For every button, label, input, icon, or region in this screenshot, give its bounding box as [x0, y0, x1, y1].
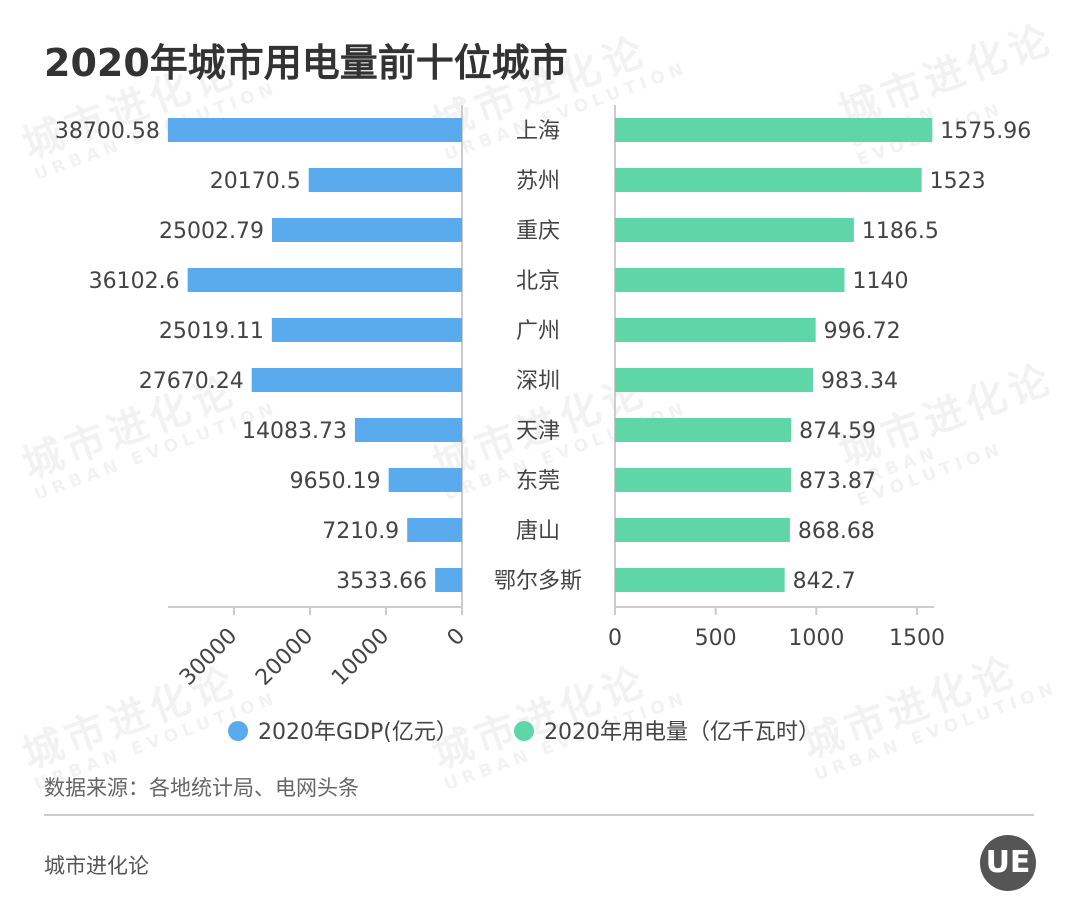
gdp-value-label: 3533.66: [336, 569, 427, 594]
legend-label: 2020年用电量（亿千瓦时）: [544, 720, 820, 745]
gdp-value-label: 36102.6: [89, 269, 180, 294]
city-label: 北京: [516, 269, 560, 294]
electricity-bar: [615, 368, 813, 392]
electricity-bar: [615, 568, 785, 592]
gdp-bar: [271, 218, 462, 242]
right-tick-label: 0: [608, 626, 622, 651]
brand-logo: UE: [980, 835, 1036, 891]
gdp-bar: [167, 118, 462, 142]
city-label: 天津: [516, 419, 560, 444]
left-tick-label: 0: [443, 624, 471, 652]
electricity-bar: [615, 118, 933, 142]
electricity-bar: [615, 268, 845, 292]
city-label: 广州: [516, 319, 560, 344]
electricity-value-label: 996.72: [824, 319, 901, 344]
city-label: 东莞: [516, 469, 560, 494]
gdp-bar: [187, 268, 462, 292]
city-label: 鄂尔多斯: [494, 569, 582, 594]
electricity-value-label: 1575.96: [940, 119, 1031, 144]
gdp-value-label: 27670.24: [139, 369, 244, 394]
gdp-bar: [271, 318, 462, 342]
city-label: 重庆: [516, 219, 560, 244]
electricity-value-label: 874.59: [799, 419, 876, 444]
right-tick-label: 500: [695, 626, 737, 651]
electricity-bar: [615, 318, 816, 342]
gdp-bar: [435, 568, 462, 592]
divider: [44, 814, 1034, 816]
gdp-value-label: 9650.19: [290, 469, 381, 494]
electricity-bar: [615, 168, 922, 192]
left-tick-label: 10000: [327, 624, 394, 691]
electricity-value-label: 842.7: [793, 569, 856, 594]
gdp-value-label: 25019.11: [159, 319, 264, 344]
electricity-bar: [615, 518, 790, 542]
gdp-value-label: 20170.5: [210, 169, 301, 194]
city-label: 深圳: [516, 369, 560, 394]
legend-label: 2020年GDP(亿元）: [258, 720, 458, 745]
electricity-bar: [615, 418, 792, 442]
data-source: 数据来源：各地统计局、电网头条: [44, 776, 359, 800]
electricity-bar: [615, 218, 854, 242]
chart: 38700.58 1575.96 上海 20170.5 1523 苏州 25002.79 11…: [55, 105, 1031, 745]
gdp-bar: [354, 418, 462, 442]
gdp-bar: [251, 368, 462, 392]
electricity-value-label: 1523: [930, 169, 986, 194]
electricity-value-label: 983.34: [821, 369, 898, 394]
gdp-bar: [407, 518, 462, 542]
gdp-value-label: 38700.58: [55, 119, 160, 144]
legend-marker: [228, 721, 248, 741]
legend-marker: [514, 721, 534, 741]
gdp-value-label: 25002.79: [159, 219, 264, 244]
left-tick-label: 20000: [251, 624, 318, 691]
left-tick-label: 30000: [175, 624, 242, 691]
brand-name: 城市进化论: [44, 854, 149, 878]
electricity-value-label: 873.87: [799, 469, 876, 494]
gdp-bar: [308, 168, 462, 192]
gdp-value-label: 14083.73: [242, 419, 347, 444]
right-tick-label: 1000: [788, 626, 844, 651]
gdp-bar: [388, 468, 462, 492]
city-label: 上海: [516, 119, 560, 144]
city-label: 苏州: [516, 169, 560, 194]
electricity-value-label: 868.68: [798, 519, 875, 544]
electricity-value-label: 1186.5: [862, 219, 939, 244]
electricity-bar: [615, 468, 791, 492]
page-title: 2020年城市用电量前十位城市: [44, 41, 568, 85]
gdp-value-label: 7210.9: [322, 519, 399, 544]
city-label: 唐山: [516, 519, 560, 544]
right-tick-label: 1500: [889, 626, 945, 651]
electricity-value-label: 1140: [853, 269, 909, 294]
